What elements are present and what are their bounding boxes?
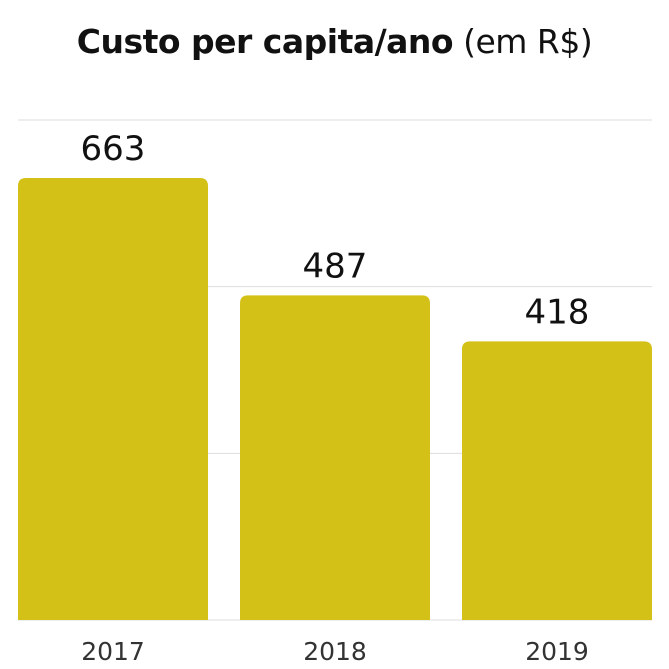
value-labels: 663 487 418: [81, 129, 590, 332]
chart-title-main: Custo per capita/ano: [76, 22, 454, 61]
value-label-2018: 487: [303, 246, 368, 286]
x-tick-label-2018: 2018: [303, 637, 367, 666]
bar-2018: [240, 295, 430, 620]
chart-title: Custo per capita/ano (em R$): [0, 22, 669, 61]
x-tick-label-2017: 2017: [81, 637, 145, 666]
chart-title-suffix: (em R$): [463, 22, 593, 61]
bar-2019: [462, 341, 652, 620]
x-axis-ticks: 2017 2018 2019: [81, 637, 589, 666]
bars: [18, 178, 652, 620]
value-label-2017: 663: [81, 129, 146, 169]
value-label-2019: 418: [525, 292, 590, 332]
x-tick-label-2019: 2019: [525, 637, 589, 666]
bar-2017: [18, 178, 208, 620]
